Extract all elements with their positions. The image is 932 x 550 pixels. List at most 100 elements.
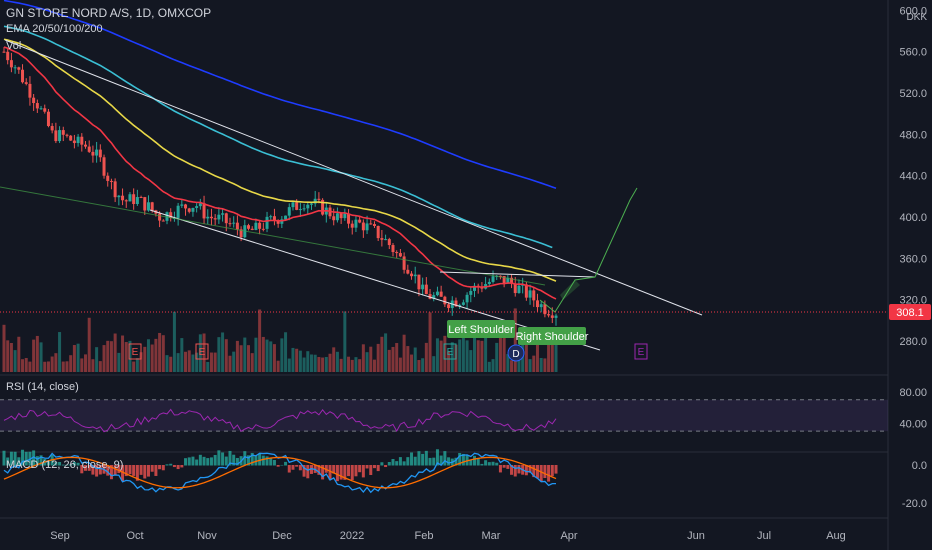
candle-body xyxy=(369,223,373,225)
candle-body xyxy=(513,283,517,294)
candle-body xyxy=(2,51,6,53)
macd-histogram-bar xyxy=(184,458,188,466)
volume-bar xyxy=(2,324,6,372)
candle-body xyxy=(547,314,551,316)
macd-histogram-bar xyxy=(487,462,491,466)
price-tick-label: 320.0 xyxy=(899,295,927,307)
symbol-title: GN STORE NORD A/S, 1D, OMXCOP xyxy=(6,6,212,20)
volume-bar xyxy=(276,360,280,372)
volume-bar xyxy=(535,338,539,372)
candle-body xyxy=(80,136,84,145)
volume-bar xyxy=(347,356,351,372)
candle-body xyxy=(365,223,369,231)
candle-body xyxy=(176,205,180,218)
candle-body xyxy=(228,223,232,225)
candle-body xyxy=(421,284,425,290)
volume-bar xyxy=(113,333,117,372)
candle-body xyxy=(269,216,273,218)
macd-histogram-bar xyxy=(439,455,443,466)
time-axis-label: Jun xyxy=(687,530,705,542)
candle-body xyxy=(150,202,154,211)
ema-line xyxy=(3,0,557,190)
candle-body xyxy=(491,276,495,282)
candle-body xyxy=(61,130,65,135)
candle-body xyxy=(132,194,136,205)
price-tick-label: 520.0 xyxy=(899,88,927,100)
volume-bar xyxy=(287,358,291,372)
volume-legend[interactable]: Vol xyxy=(6,40,22,52)
volume-bar xyxy=(106,340,110,372)
time-axis-label: 2022 xyxy=(340,530,364,542)
candle-body xyxy=(498,275,502,277)
macd-histogram-bar xyxy=(17,457,21,466)
macd-histogram-bar xyxy=(391,459,395,466)
candle-body xyxy=(395,252,399,254)
volume-bar xyxy=(324,356,328,372)
macd-histogram-bar xyxy=(291,465,295,470)
candle-body xyxy=(6,51,10,61)
volume-bar xyxy=(432,356,436,372)
candle-body xyxy=(517,285,521,294)
macd-legend[interactable]: MACD (12, 26, close, 9) xyxy=(6,459,124,471)
volume-bar xyxy=(198,334,202,372)
candle-body xyxy=(339,213,343,219)
candle-body xyxy=(302,208,306,210)
macd-histogram-bar xyxy=(80,465,84,474)
macd-histogram-bar xyxy=(543,465,547,479)
candle-body xyxy=(361,222,365,231)
macd-histogram-bar xyxy=(510,465,514,475)
rsi-line xyxy=(3,408,557,433)
macd-histogram-bar xyxy=(424,450,428,466)
macd-histogram-bar xyxy=(421,453,425,466)
time-axis-label: Feb xyxy=(415,530,434,542)
candle-body xyxy=(69,135,73,141)
macd-histogram-bar xyxy=(224,456,228,466)
candle-body xyxy=(309,203,313,205)
volume-bar xyxy=(335,351,339,372)
volume-bar xyxy=(209,352,213,372)
candle-body xyxy=(209,216,213,219)
candle-body xyxy=(24,82,28,84)
volume-bar xyxy=(372,359,376,372)
volume-bar xyxy=(317,357,321,372)
volume-bar xyxy=(376,343,380,372)
volume-bar xyxy=(232,351,236,372)
macd-histogram-bar xyxy=(46,460,50,466)
macd-histogram-bar xyxy=(154,465,158,476)
candle-body xyxy=(124,200,128,202)
volume-bar xyxy=(128,340,132,372)
rsi-legend[interactable]: RSI (14, close) xyxy=(6,381,79,393)
volume-bar xyxy=(146,339,150,372)
volume-bar xyxy=(172,311,176,372)
left-shoulder-label: Left Shoulder xyxy=(448,324,514,336)
volume-bar xyxy=(180,338,184,372)
macd-histogram-bar xyxy=(13,451,17,466)
projection-arrow xyxy=(539,187,638,313)
volume-bar xyxy=(354,357,358,372)
macd-histogram-bar xyxy=(387,462,391,466)
candle-body xyxy=(291,202,295,208)
candle-body xyxy=(284,215,288,220)
volume-bar xyxy=(6,340,10,372)
volume-bar xyxy=(261,336,265,372)
macd-histogram-bar xyxy=(343,465,347,480)
macd-histogram-bar xyxy=(517,465,521,474)
candle-body xyxy=(402,256,406,270)
time-axis-label: Mar xyxy=(482,530,501,542)
volume-bar xyxy=(358,359,362,372)
volume-bar xyxy=(247,345,251,372)
ema-legend[interactable]: EMA 20/50/100/200 xyxy=(6,23,103,35)
candle-body xyxy=(117,195,121,198)
candle-body xyxy=(65,134,69,136)
volume-bar xyxy=(280,338,284,372)
macd-tick-label: -20.0 xyxy=(902,498,927,510)
macd-histogram-bar xyxy=(447,457,451,466)
volume-bar xyxy=(458,339,462,372)
volume-bar xyxy=(417,360,421,372)
volume-bar xyxy=(87,317,91,372)
candle-body xyxy=(387,239,391,246)
macd-histogram-bar xyxy=(302,465,306,477)
candle-body xyxy=(135,197,139,205)
volume-bar xyxy=(95,347,99,372)
